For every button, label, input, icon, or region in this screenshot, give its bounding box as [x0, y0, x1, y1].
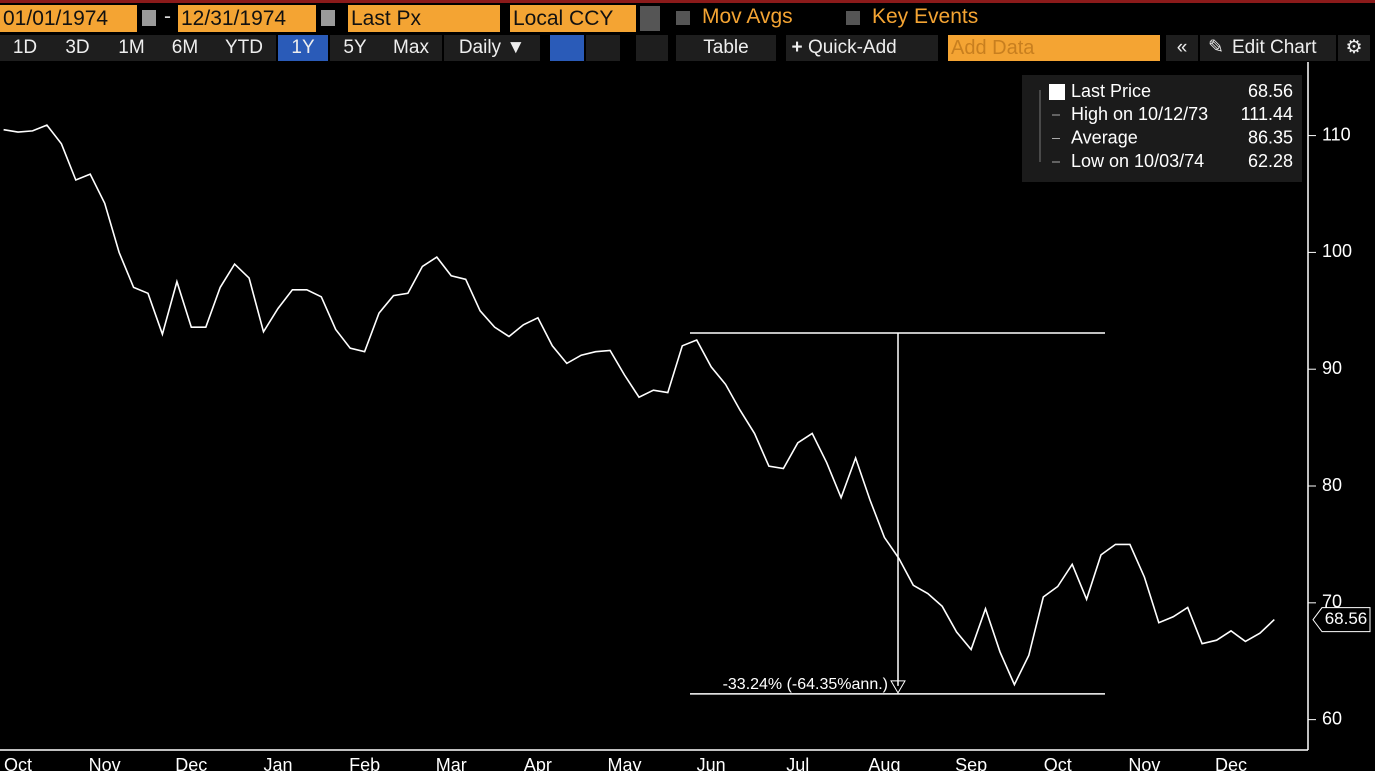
annotation-label: -33.24% (-64.35%ann.)	[723, 676, 888, 693]
dropdown-arrow[interactable]	[636, 35, 668, 61]
table-button[interactable]: Table	[676, 35, 776, 61]
y-tick-label: 90	[1322, 358, 1342, 378]
period-button[interactable]: 1Y	[278, 35, 328, 61]
collapse-icon[interactable]: «	[1166, 35, 1198, 61]
top-border	[0, 0, 1375, 3]
x-tick-label: Sep	[955, 755, 987, 771]
legend-label: Last Price	[1071, 81, 1151, 101]
legend-label: Low on 10/03/74	[1071, 151, 1204, 171]
period-button[interactable]: Max	[380, 35, 442, 61]
y-tick-label: 60	[1322, 708, 1342, 728]
date-separator: -	[164, 5, 171, 28]
dropdown-arrow[interactable]	[640, 6, 660, 31]
x-tick-label: Jun	[697, 755, 726, 771]
x-tick-label: Jan	[263, 755, 292, 771]
period-button[interactable]: 5Y	[330, 35, 380, 61]
x-tick-label: Apr	[524, 755, 552, 771]
quick-add-button[interactable]: Quick-Add	[808, 35, 938, 61]
y-tick-label: 100	[1322, 241, 1352, 261]
checkbox[interactable]	[846, 11, 860, 25]
x-tick-label: Feb	[349, 755, 380, 771]
frequency-button[interactable]: Daily ▼	[444, 35, 540, 61]
start-date[interactable]: 01/01/1974	[0, 5, 137, 32]
add-data-input[interactable]: Add Data	[948, 35, 1160, 61]
legend-value: 86.35	[1248, 127, 1293, 147]
x-tick-label: Oct	[1044, 755, 1072, 771]
price-line	[3, 124, 1275, 687]
x-tick-label: Aug	[868, 755, 900, 771]
legend-label: High on 10/12/73	[1071, 104, 1208, 124]
x-tick-label: Nov	[1128, 755, 1160, 771]
x-tick-label: May	[608, 755, 642, 771]
pencil-icon[interactable]: ✎	[1200, 35, 1232, 61]
x-tick-label: Jul	[786, 755, 809, 771]
legend-value: 62.28	[1248, 151, 1293, 171]
line-chart-icon[interactable]	[550, 35, 584, 61]
bar-chart-icon[interactable]	[586, 35, 620, 61]
key-events[interactable]: Key Events	[872, 5, 979, 28]
checkbox[interactable]	[676, 11, 690, 25]
period-button[interactable]: 6M	[158, 35, 212, 61]
period-button[interactable]: 1D	[0, 35, 50, 61]
x-tick-label: Oct	[4, 755, 32, 771]
period-button[interactable]: 1M	[105, 35, 158, 61]
legend-box	[1022, 75, 1302, 182]
x-tick-label: Dec	[175, 755, 207, 771]
end-date[interactable]: 12/31/1974	[178, 5, 316, 32]
y-tick-label: 70	[1322, 592, 1342, 612]
legend-value: 68.56	[1248, 81, 1293, 101]
last-price-tag	[1312, 607, 1371, 633]
mov-avgs[interactable]: Mov Avgs	[702, 5, 793, 28]
legend-value: 111.44	[1241, 104, 1293, 124]
annotation-arrow	[890, 680, 906, 694]
plus-icon[interactable]: +	[786, 35, 808, 61]
calendar-icon[interactable]	[142, 10, 156, 26]
y-tick-label: 110	[1322, 124, 1351, 144]
x-tick-label: Mar	[436, 755, 467, 771]
period-button[interactable]: YTD	[212, 35, 276, 61]
edit-chart-button[interactable]: Edit Chart	[1232, 35, 1336, 61]
x-tick-label: Nov	[89, 755, 121, 771]
period-button[interactable]: 3D	[50, 35, 105, 61]
x-tick-label: Dec	[1215, 755, 1247, 771]
field-select[interactable]: Last Px	[348, 5, 500, 32]
last-price-label: 68.56	[1325, 609, 1368, 628]
currency-select[interactable]: Local CCY	[510, 5, 636, 32]
legend-swatch	[1049, 84, 1065, 100]
calendar-icon[interactable]	[321, 10, 335, 26]
y-tick-label: 80	[1322, 475, 1342, 495]
settings-icon[interactable]: ⚙	[1338, 35, 1370, 61]
legend-label: Average	[1071, 127, 1138, 147]
